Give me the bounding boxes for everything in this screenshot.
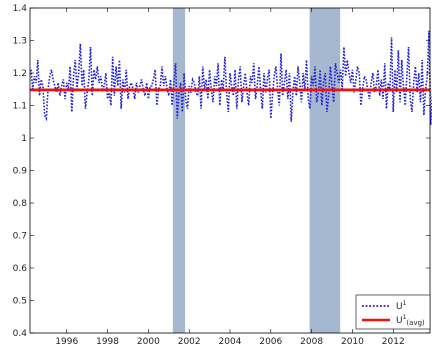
- y-tick-label: 0.8: [13, 199, 28, 209]
- legend-box: [355, 294, 431, 330]
- y-tick-label: 1.1: [13, 102, 27, 112]
- x-tick-label: 2000: [137, 337, 160, 347]
- legend: U1 U1(avg): [355, 294, 431, 330]
- legend-label-u1: U1: [396, 300, 407, 312]
- x-tick-label: 1998: [96, 337, 119, 347]
- x-tick-label: 2010: [341, 337, 364, 347]
- x-tick-label: 1996: [55, 337, 78, 347]
- y-tick-label: 0.4: [13, 329, 28, 339]
- x-tick-label: 2004: [219, 337, 242, 347]
- y-tick-label: 1.2: [13, 69, 27, 79]
- y-tick-label: 1: [21, 134, 27, 144]
- shaded-period-2: [309, 8, 341, 333]
- shaded-periods: [172, 8, 341, 333]
- y-tick-label: 1.3: [13, 37, 27, 47]
- y-tick-label: 0.6: [13, 264, 28, 274]
- x-tick-label: 2012: [382, 337, 405, 347]
- y-tick-label: 0.5: [13, 297, 27, 307]
- series-u1-line: [30, 30, 432, 126]
- x-tick-label: 2008: [300, 337, 323, 347]
- series-lines: [30, 30, 432, 126]
- shaded-period-1: [172, 8, 186, 333]
- x-tick-label: 2006: [259, 337, 282, 347]
- y-tick-label: 0.9: [13, 167, 28, 177]
- y-axis: 0.4 0.5 0.6 0.7 0.8 0.9 1 1.1 1.2 1.3 1.4: [13, 4, 430, 339]
- y-tick-label: 0.7: [13, 232, 27, 242]
- y-tick-label: 1.4: [13, 4, 28, 14]
- legend-label-u1-avg: U1(avg): [396, 314, 425, 327]
- x-axis: 1996 1998 2000 2002 2004 2006 2008 2010 2012: [55, 8, 405, 347]
- x-tick-label: 2002: [178, 337, 201, 347]
